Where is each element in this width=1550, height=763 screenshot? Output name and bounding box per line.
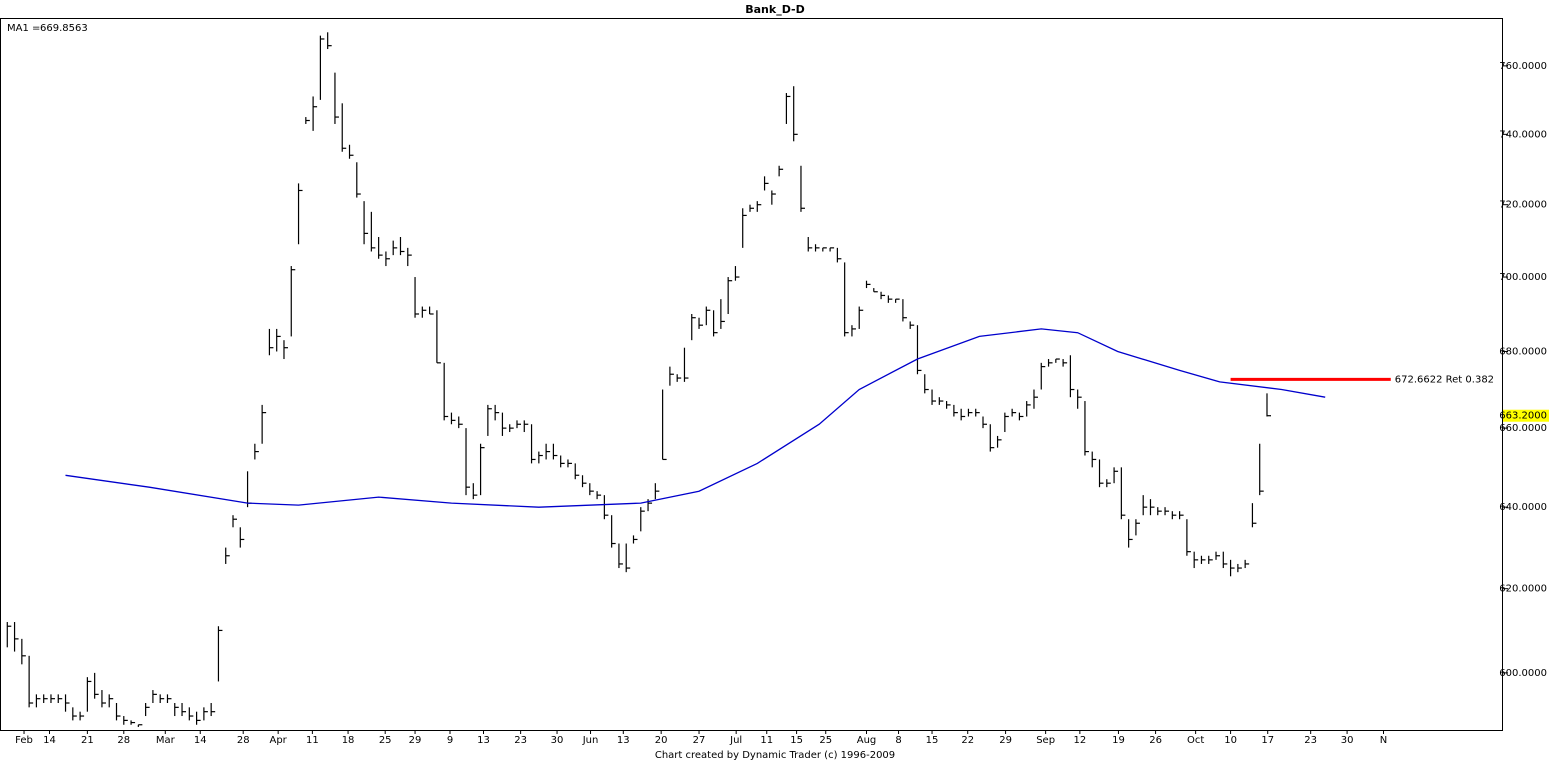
- moving-average: [65, 328, 1326, 508]
- x-tick-label: 17: [1261, 735, 1274, 746]
- x-tick-label: Mar: [156, 735, 176, 746]
- x-tick-label: 26: [1149, 735, 1162, 746]
- last-price-label: 663.2000: [1499, 411, 1547, 422]
- x-tick-label: 14: [194, 735, 207, 746]
- y-tick-label: 740.0000: [1499, 129, 1547, 140]
- x-tick-label: Feb: [15, 735, 33, 746]
- ma-name: MA1 =: [7, 23, 40, 34]
- x-tick-label: 15: [926, 735, 939, 746]
- y-tick-label: 720.0000: [1499, 200, 1547, 211]
- x-tick-label: 18: [342, 735, 355, 746]
- x-tick-label: 15: [790, 735, 803, 746]
- x-tick-label: 23: [1304, 735, 1317, 746]
- x-tick-label: 22: [961, 735, 974, 746]
- x-tick-label: Aug: [857, 735, 877, 746]
- last-price-tag: [1503, 409, 1549, 422]
- y-tick-label: 680.0000: [1499, 346, 1547, 357]
- x-tick-label: 29: [999, 735, 1012, 746]
- x-tick-label: 28: [237, 735, 250, 746]
- y-tick-label: 620.0000: [1499, 584, 1547, 595]
- x-tick-label: Apr: [269, 735, 287, 746]
- y-tick-label: 600.0000: [1499, 668, 1547, 679]
- footer: Chart created by Dynamic Trader (c) 1996…: [655, 750, 895, 761]
- x-tick-label: 21: [81, 735, 94, 746]
- x-tick-label: 11: [306, 735, 319, 746]
- chart-title: Bank_D-D: [745, 3, 805, 16]
- plot-frame: [0, 18, 1503, 731]
- retracement-label: 672.6622 Ret 0.382: [1395, 374, 1494, 385]
- x-tick-label: 27: [693, 735, 706, 746]
- x-tick-label: 19: [1112, 735, 1125, 746]
- x-tick-label: 20: [655, 735, 668, 746]
- x-tick-label: 13: [617, 735, 630, 746]
- y-tick-label: 760.0000: [1499, 61, 1547, 72]
- x-tick-label: 25: [379, 735, 392, 746]
- x-tick-label: Jul: [729, 735, 742, 746]
- x-tick-label: Sep: [1036, 735, 1055, 746]
- x-tick-label: 10: [1224, 735, 1237, 746]
- x-tick-label: 9: [447, 735, 453, 746]
- ma-value: 669.8563: [40, 23, 88, 34]
- x-tick-label: 25: [819, 735, 832, 746]
- x-tick-label: 23: [514, 735, 527, 746]
- x-tick-label: 29: [409, 735, 422, 746]
- x-tick-label: 14: [43, 735, 56, 746]
- x-tick-label: N: [1380, 735, 1387, 746]
- x-tick-label: 30: [1341, 735, 1354, 746]
- x-tick-label: 13: [477, 735, 490, 746]
- x-tick-label: 28: [117, 735, 130, 746]
- y-tick-label: 660.0000: [1499, 423, 1547, 434]
- y-tick-label: 700.0000: [1499, 272, 1547, 283]
- x-tick-label: 30: [551, 735, 564, 746]
- x-tick-label: Jun: [582, 735, 599, 746]
- x-tick-label: 12: [1073, 735, 1086, 746]
- x-tick-label: 8: [895, 735, 901, 746]
- x-tick-label: 11: [760, 735, 773, 746]
- y-tick-label: 640.0000: [1499, 502, 1547, 513]
- x-tick-label: Oct: [1187, 735, 1204, 746]
